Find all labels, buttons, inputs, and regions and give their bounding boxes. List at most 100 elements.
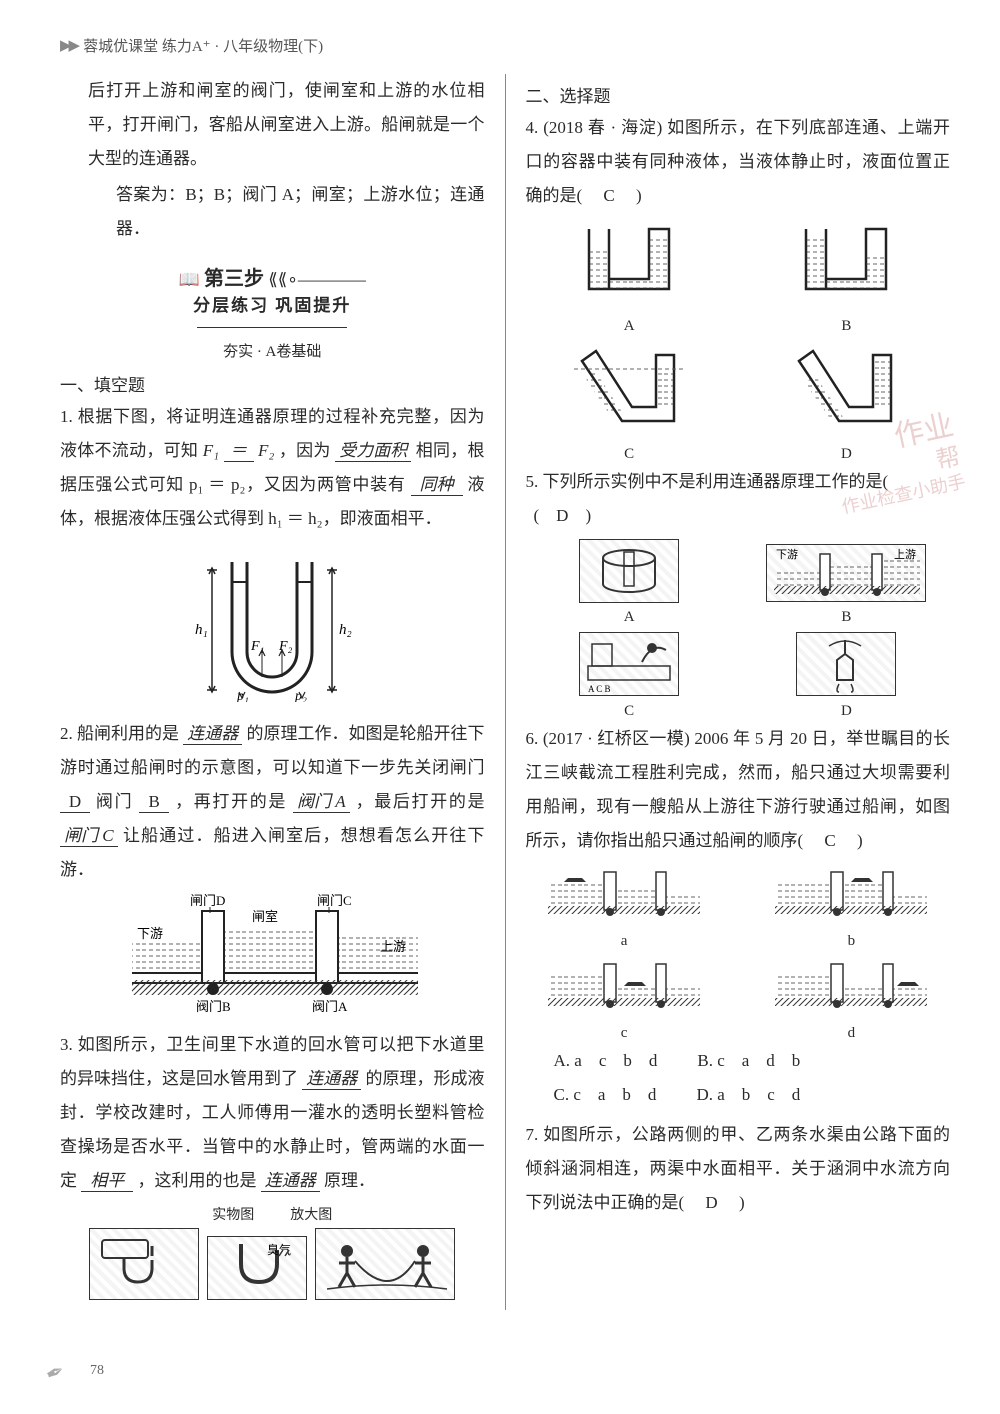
q1-blank-2: 受力面积 xyxy=(335,442,411,462)
q6-fig-d xyxy=(771,956,931,1016)
q5-fig-row-1: A 下游 上游 B xyxy=(526,539,951,626)
q1-figure-utube: h₁ h₂ F₁ F₂ p₁ p₂ xyxy=(60,542,485,707)
q6-fig-a xyxy=(544,864,704,924)
svg-text:闸门C: 闸门C xyxy=(317,893,352,908)
q6-label-c: c xyxy=(526,1025,723,1042)
q2-t4: ，再打开的是 xyxy=(175,792,287,811)
q7-t2: ) xyxy=(722,1193,745,1212)
q3-zoom-image: 臭气 xyxy=(207,1236,307,1300)
q4-label-a: A xyxy=(526,318,733,335)
q4-fig-c xyxy=(564,341,694,437)
q5-number: 5. xyxy=(526,472,539,491)
q5-fig-row-2: A C B C D xyxy=(526,632,951,720)
q3-workers-image xyxy=(315,1228,455,1300)
step3-banner: 📖 第三步 ⟪⟪∘———— 分层练习 巩固提升 夯实 · A卷基础 xyxy=(60,260,485,363)
q6-fig-row-2: c d xyxy=(526,956,951,1042)
q6-opt-C: C. c a b d xyxy=(554,1078,657,1112)
svg-text:阀门A: 阀门A xyxy=(312,999,348,1013)
q6-options-row-2: C. c a b d D. a b c d xyxy=(526,1078,951,1112)
q6-fig-b xyxy=(771,864,931,924)
q5-label-a: A xyxy=(526,609,733,626)
intro-continuation: 后打开上游和闸室的阀门，使闸室和上游的水位相平，打开闸门，客船从闸室进入上游。船… xyxy=(60,74,485,176)
q5-fig-b: 下游 上游 xyxy=(766,544,926,602)
q3-fig-label-a: 实物图 xyxy=(212,1204,254,1224)
page-header: ▶▶ 蓉城优课堂 练力A⁺ · 八年级物理(下) xyxy=(60,35,950,56)
section-2-heading: 二、选择题 xyxy=(526,82,951,107)
header-arrow-icon: ▶▶ xyxy=(60,36,77,55)
q2-t5: ，最后打开的是 xyxy=(356,792,485,811)
left-column: 后打开上游和闸室的阀门，使闸室和上游的水位相平，打开闸门，客船从闸室进入上游。船… xyxy=(60,74,485,1310)
svg-text:上游: 上游 xyxy=(894,548,916,561)
header-text: 蓉城优课堂 练力A⁺ · 八年级物理(下) xyxy=(83,35,323,56)
q6-t1: (2017 · 红桥区一模) 2006 年 5 月 20 日，举世瞩目的长江三峡… xyxy=(526,729,951,850)
q4-t2: ) xyxy=(619,186,642,205)
q6-label-b: b xyxy=(753,933,950,950)
q2-blank-1: 连通器 xyxy=(183,725,242,745)
q2-blank-4: 阀门 A xyxy=(293,793,350,813)
feather-icon: ✒ xyxy=(41,1357,69,1388)
q2-blank-5: 闸门 C xyxy=(60,827,118,847)
q2-figure-shiplock: 闸门D 闸门C 闸室 下游 上游 阀门B 阀门A xyxy=(60,893,485,1018)
q5-label-c: C xyxy=(526,703,733,720)
q4-fig-a xyxy=(569,219,689,309)
q1-text-1b: ，因为 xyxy=(279,441,331,460)
svg-text:阀门B: 阀门B xyxy=(196,999,231,1013)
svg-text:p₁: p₁ xyxy=(236,689,249,702)
question-6: 6. (2017 · 红桥区一模) 2006 年 5 月 20 日，举世瞩目的长… xyxy=(526,722,951,858)
q5-fig-d xyxy=(796,632,896,696)
q6-fig-row-1: a b xyxy=(526,864,951,950)
q7-number: 7. xyxy=(526,1125,539,1144)
banner-deco-icon: ⟪⟪∘———— xyxy=(268,270,366,289)
q5-t1: 下列所示实例中不是利用连通器原理工作的是( xyxy=(543,472,906,491)
svg-text:A C B: A C B xyxy=(588,684,611,694)
section-1-heading: 一、填空题 xyxy=(60,371,485,396)
question-5: 5. 下列所示实例中不是利用连通器原理工作的是( ( D ) xyxy=(526,465,951,533)
q5-answer: D xyxy=(556,506,568,525)
q5-fig-a xyxy=(579,539,679,603)
q6-label-a: a xyxy=(526,933,723,950)
q3-number: 3. xyxy=(60,1035,73,1054)
svg-text:闸门D: 闸门D xyxy=(190,893,225,908)
q4-fig-row-1: A B xyxy=(526,219,951,335)
q4-fig-b xyxy=(786,219,906,309)
q4-fig-row-2: C D xyxy=(526,341,951,463)
svg-text:下游: 下游 xyxy=(137,926,163,941)
q2-blank-3: B xyxy=(139,793,169,813)
intro-answer: 答案为：B；B；阀门 A；闸室；上游水位；连通器． xyxy=(60,178,485,246)
q3-sink-image xyxy=(89,1228,199,1300)
q1-blank-1: ＝ xyxy=(224,442,254,462)
svg-text:闸室: 闸室 xyxy=(252,909,278,924)
q3-figure: 实物图 放大图 臭气 xyxy=(60,1204,485,1300)
q7-answer: D xyxy=(705,1193,717,1212)
q5-label-d: D xyxy=(743,703,950,720)
q3-t3: ，这利用的也是 xyxy=(138,1171,257,1190)
q3-fig-label-b: 放大图 xyxy=(290,1204,332,1224)
q1-blank-3: 同种 xyxy=(411,476,463,496)
question-3: 3. 如图所示，卫生间里下水道的回水管可以把下水道里的异味挡住，这是回水管用到了… xyxy=(60,1028,485,1198)
svg-text:h₂: h₂ xyxy=(339,622,352,638)
q6-answer: C xyxy=(824,831,835,850)
q1-F2: F₂ xyxy=(258,441,274,460)
page-number: 78 xyxy=(90,1363,104,1379)
q6-options-row-1: A. a c b d B. c a d b xyxy=(526,1044,951,1078)
q4-number: 4. xyxy=(526,118,539,137)
banner-subtitle: 分层练习 巩固提升 xyxy=(193,296,351,315)
question-7: 7. 如图所示，公路两侧的甲、乙两条水渠由公路下面的倾斜涵洞相连，两渠中水面相平… xyxy=(526,1118,951,1220)
q3-blank-1: 连通器 xyxy=(302,1070,361,1090)
two-column-layout: 后打开上游和闸室的阀门，使闸室和上游的水位相平，打开闸门，客船从闸室进入上游。船… xyxy=(60,74,950,1310)
q6-fig-c xyxy=(544,956,704,1016)
svg-text:下游: 下游 xyxy=(776,548,798,561)
q2-t3: 阀门 xyxy=(96,792,133,811)
q3-blank-3: 连通器 xyxy=(261,1172,320,1192)
q4-t1: (2018 春 · 海淀) 如图所示，在下列底部连通、上端开口的容器中装有同种液… xyxy=(526,118,951,205)
q2-t1: 船闸利用的是 xyxy=(77,724,179,743)
q5-fig-c: A C B xyxy=(579,632,679,696)
right-column: 二、选择题 4. (2018 春 · 海淀) 如图所示，在下列底部连通、上端开口… xyxy=(526,74,951,1310)
question-2: 2. 船闸利用的是 连通器 的原理工作．如图是轮船开往下游时通过船闸时的示意图，… xyxy=(60,717,485,887)
banner-book-icon: 📖 xyxy=(179,270,204,289)
q3-t4: 原理． xyxy=(324,1171,375,1190)
svg-text:h₁: h₁ xyxy=(195,622,208,638)
q6-t2: ) xyxy=(840,831,863,850)
banner-step: 第三步 xyxy=(204,268,264,290)
q2-blank-2: D xyxy=(60,793,90,813)
